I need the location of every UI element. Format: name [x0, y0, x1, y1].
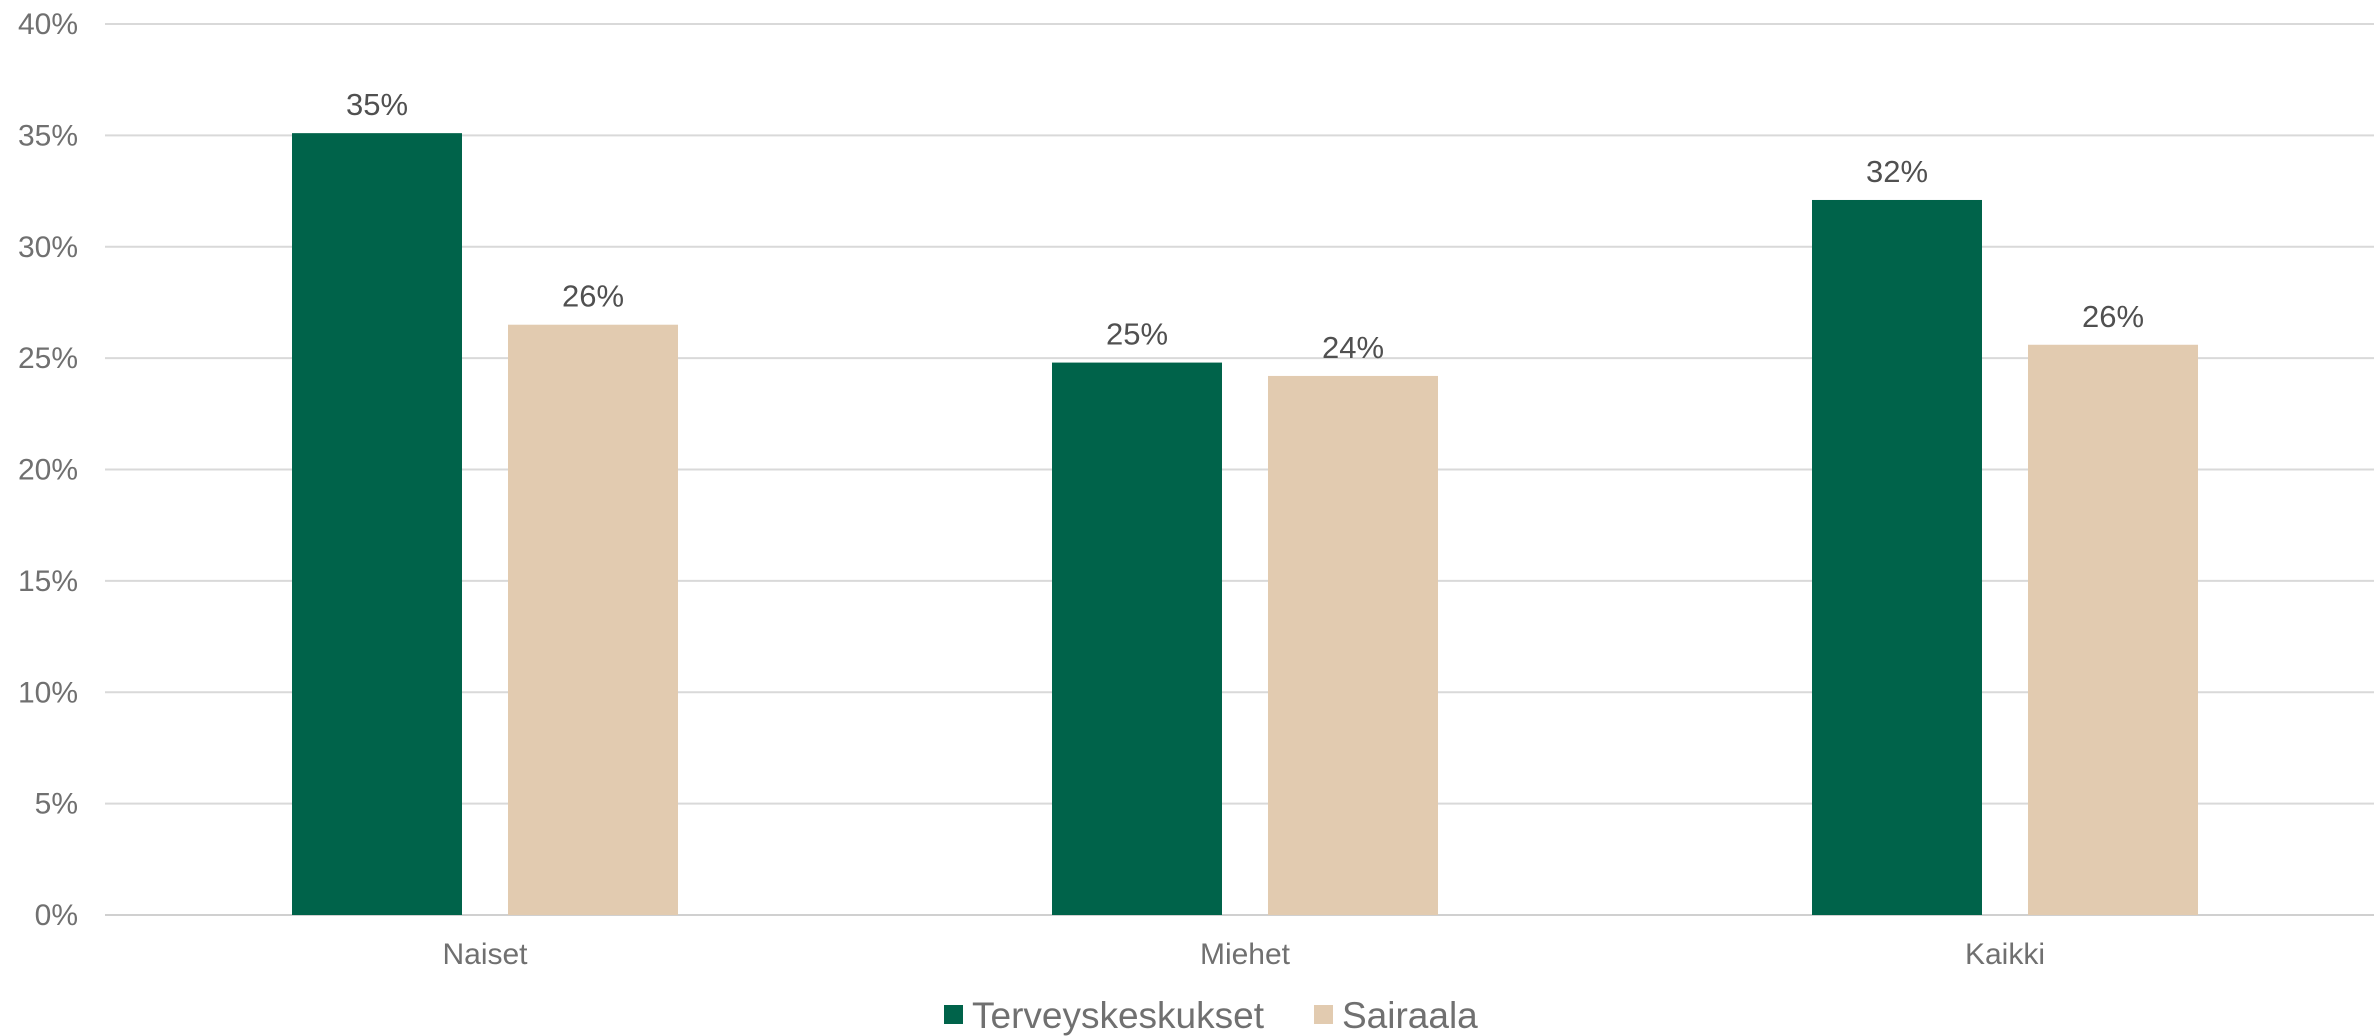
- data-label: 35%: [346, 87, 408, 122]
- data-label: 24%: [1322, 330, 1384, 365]
- data-label: 25%: [1106, 317, 1168, 352]
- y-tick-label: 30%: [18, 231, 78, 264]
- bars: [292, 133, 2198, 916]
- data-label: 26%: [2082, 299, 2144, 334]
- legend-label: Sairaala: [1342, 995, 1478, 1036]
- y-tick-label: 40%: [18, 8, 78, 41]
- y-tick-label: 15%: [18, 565, 78, 598]
- legend-item-sairaala: Sairaala: [1314, 995, 1478, 1036]
- y-tick-label: 25%: [18, 342, 78, 375]
- gridlines: [105, 23, 2374, 916]
- bar-sairaala-kaikki: [2028, 344, 2198, 915]
- bar-terveyskeskukset-naiset: [292, 133, 462, 915]
- bar-terveyskeskukset-miehet: [1052, 362, 1222, 916]
- x-category-label: Naiset: [442, 938, 528, 971]
- legend-swatch: [1314, 1005, 1333, 1024]
- legend-swatch: [944, 1005, 963, 1024]
- y-tick-label: 35%: [18, 119, 78, 152]
- data-labels: 35% 25% 32% 26% 24% 26%: [346, 87, 2144, 365]
- y-tick-label: 0%: [35, 899, 78, 932]
- bar-sairaala-miehet: [1268, 375, 1438, 915]
- y-tick-label: 20%: [18, 454, 78, 487]
- data-label: 32%: [1866, 154, 1928, 189]
- x-category-label: Miehet: [1200, 938, 1291, 971]
- bar-terveyskeskukset-kaikki: [1812, 199, 1982, 915]
- legend-item-terveyskeskukset: Terveyskeskukset: [944, 995, 1265, 1036]
- legend-label: Terveyskeskukset: [972, 995, 1265, 1036]
- axes: 0% 5% 10% 15% 20% 25% 30% 35% 40% Naiset Miehet Kai…: [18, 8, 2045, 971]
- y-tick-label: 10%: [18, 676, 78, 709]
- x-category-label: Kaikki: [1965, 938, 2045, 971]
- y-tick-label: 5%: [35, 788, 78, 821]
- bar-sairaala-naiset: [508, 324, 678, 915]
- legend: Terveyskeskukset Sairaala: [944, 995, 1478, 1036]
- data-label: 26%: [562, 279, 624, 314]
